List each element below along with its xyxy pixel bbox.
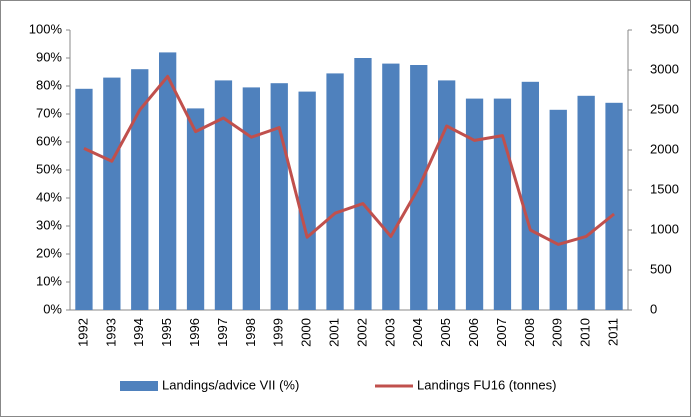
- y-tick-label: 0%: [43, 301, 62, 316]
- y2-tick-label: 1000: [650, 221, 679, 236]
- y-tick-label: 40%: [36, 189, 62, 204]
- x-tick-label: 1996: [187, 318, 202, 347]
- y-tick-label: 90%: [36, 49, 62, 64]
- y-tick-label: 30%: [36, 217, 62, 232]
- bar: [326, 73, 344, 311]
- x-tick-label: 1995: [159, 318, 174, 347]
- x-tick-label: 2010: [578, 318, 593, 347]
- x-tick-label: 2011: [605, 318, 620, 346]
- bar: [75, 88, 93, 310]
- legend-label: Landings FU16 (tonnes): [417, 377, 556, 392]
- y2-tick-label: 2000: [650, 141, 679, 156]
- bar: [298, 91, 316, 310]
- bar: [605, 102, 623, 310]
- x-tick-label: 2000: [299, 318, 314, 347]
- bar: [103, 77, 121, 310]
- y2-tick-label: 0: [650, 301, 657, 316]
- bar: [521, 81, 539, 310]
- legend-swatch: [120, 381, 158, 391]
- x-tick-label: 2001: [326, 318, 341, 347]
- x-tick-label: 1998: [243, 318, 258, 347]
- x-tick-label: 1997: [215, 318, 230, 347]
- y2-tick-label: 2500: [650, 101, 679, 116]
- x-tick-label: 2008: [522, 318, 537, 347]
- bar: [577, 95, 595, 310]
- y2-tick-label: 3000: [650, 61, 679, 76]
- y2-tick-label: 1500: [650, 181, 679, 196]
- line: [83, 74, 615, 246]
- y-tick-label: 100%: [29, 21, 63, 36]
- y-tick-label: 50%: [36, 161, 62, 176]
- y-tick-label: 60%: [36, 133, 62, 148]
- bar: [493, 98, 512, 310]
- bar: [270, 83, 288, 310]
- x-tick-label: 1994: [131, 318, 146, 347]
- x-tick-label: 1999: [271, 318, 286, 347]
- y-tick-label: 10%: [36, 273, 62, 288]
- x-tick-label: 2006: [466, 318, 481, 347]
- x-tick-label: 1992: [75, 318, 90, 347]
- bar: [242, 87, 260, 311]
- x-tick-label: 1993: [103, 318, 118, 347]
- legend-label: Landings/advice VII (%): [162, 377, 299, 392]
- bar: [382, 63, 400, 310]
- bar: [438, 80, 456, 311]
- y-tick-label: 20%: [36, 245, 62, 260]
- y2-tick-label: 3500: [650, 21, 679, 36]
- bar: [186, 108, 205, 311]
- bar: [549, 109, 567, 310]
- x-tick-label: 2007: [494, 318, 509, 347]
- y2-tick-label: 500: [650, 261, 672, 276]
- x-tick-label: 2003: [382, 318, 397, 347]
- bar: [465, 98, 484, 310]
- x-tick-label: 2009: [550, 318, 565, 347]
- bar: [214, 80, 233, 311]
- x-tick-label: 2005: [438, 318, 453, 347]
- y-tick-label: 70%: [36, 105, 62, 120]
- x-tick-label: 2002: [354, 318, 369, 347]
- y-tick-label: 80%: [36, 77, 62, 92]
- bar: [354, 58, 372, 310]
- bar: [159, 52, 177, 311]
- x-tick-label: 2004: [410, 318, 425, 347]
- bar: [131, 69, 149, 310]
